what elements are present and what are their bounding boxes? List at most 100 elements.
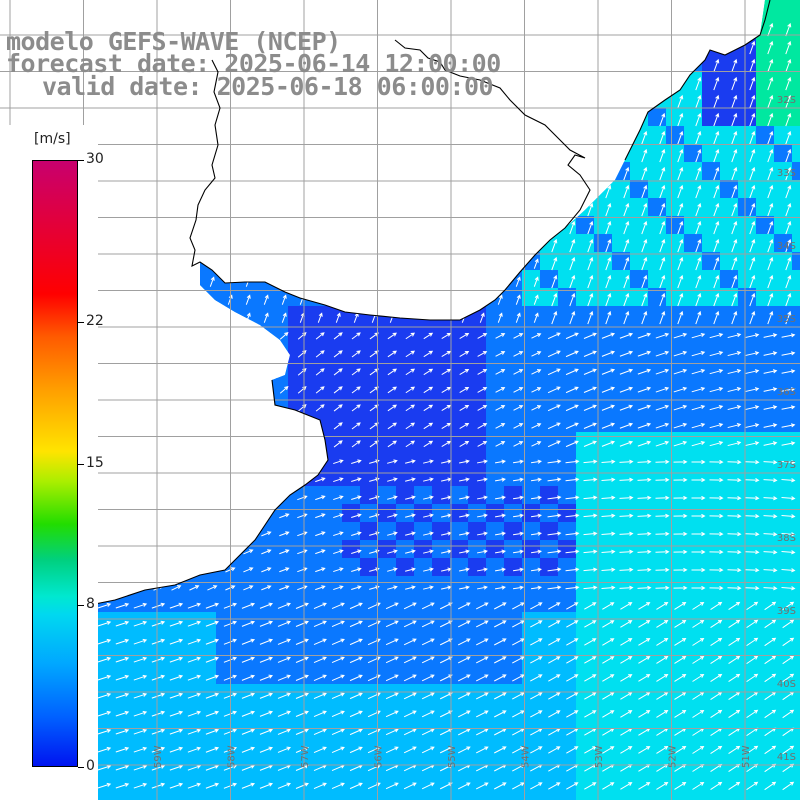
wind-speed-cell [540, 612, 559, 631]
wind-vector-arrow [241, 710, 256, 717]
wind-vector-arrow [494, 495, 506, 500]
wind-speed-cell [414, 234, 433, 253]
wind-speed-cell [216, 234, 235, 253]
wind-vector-arrow [764, 637, 777, 647]
wind-vector-arrow [423, 459, 434, 464]
wind-speed-cell [324, 216, 343, 235]
wind-speed-cell [684, 378, 703, 397]
wind-speed-cell [630, 702, 649, 721]
wind-vector-arrow [745, 514, 760, 519]
colorbar-tick-label: 8 [86, 596, 95, 613]
wind-vector-arrow [569, 310, 576, 325]
wind-speed-cell [126, 558, 145, 577]
wind-vector-arrow [749, 274, 756, 289]
wind-speed-cell [198, 792, 217, 800]
wind-vector-arrow [277, 656, 291, 663]
wind-vector-arrow [727, 585, 742, 591]
wind-speed-cell [486, 576, 505, 595]
wind-speed-cell [108, 0, 127, 19]
wind-speed-cell [702, 702, 721, 721]
wind-vector-arrow [387, 404, 397, 412]
wind-speed-cell [144, 414, 163, 433]
wind-speed-cell [432, 162, 451, 181]
wind-speed-cell [522, 558, 541, 577]
wind-vector-arrow [677, 184, 684, 199]
latitude-label: 34S [777, 241, 796, 252]
wind-speed-cell [216, 0, 235, 19]
wind-speed-cell [522, 540, 541, 559]
wind-speed-cell [396, 180, 415, 199]
wind-speed-cell [396, 594, 415, 613]
wind-speed-cell [198, 594, 217, 613]
wind-speed-cell [306, 666, 325, 685]
valid-date: valid date: 2025-06-18 06:00:00 [42, 72, 494, 101]
wind-speed-cell [630, 450, 649, 469]
wind-speed-cell [720, 216, 739, 235]
wind-speed-cell [378, 630, 397, 649]
wind-speed-cell [504, 630, 523, 649]
wind-speed-cell [702, 720, 721, 739]
wind-vector-arrow [785, 238, 792, 253]
wind-vector-arrow [133, 638, 148, 645]
wind-vector-arrow [605, 274, 612, 289]
wind-vector-arrow [151, 746, 166, 753]
wind-vector-arrow [205, 692, 220, 699]
wind-vector-arrow [351, 368, 361, 376]
wind-speed-cell [342, 684, 361, 703]
wind-speed-cell [558, 720, 577, 739]
wind-speed-cell [522, 594, 541, 613]
wind-speed-cell [216, 180, 235, 199]
wind-vector-arrow [387, 459, 398, 464]
wind-vector-arrow [277, 728, 291, 735]
wind-vector-arrow [475, 782, 489, 790]
wind-speed-cell [270, 558, 289, 577]
wind-speed-cell [756, 126, 775, 145]
wind-vector-arrow [169, 692, 184, 699]
wind-speed-cell [594, 612, 613, 631]
wind-vector-arrow [673, 422, 688, 429]
wind-vector-arrow [277, 602, 291, 609]
wind-speed-cell [774, 702, 793, 721]
wind-speed-cell [324, 252, 343, 271]
wind-vector-arrow [764, 745, 777, 755]
wind-speed-cell [648, 720, 667, 739]
wind-speed-cell [720, 558, 739, 577]
wind-vector-arrow [259, 782, 274, 789]
wind-speed-cell [684, 72, 703, 91]
wind-speed-cell [648, 414, 667, 433]
wind-speed-cell [756, 216, 775, 235]
wind-speed-cell [702, 414, 721, 433]
wind-vector-arrow [548, 710, 561, 718]
wind-vector-arrow [641, 148, 648, 163]
wind-vector-arrow [767, 148, 774, 163]
wind-speed-cell [360, 720, 379, 739]
colorbar-tick-label: 15 [86, 454, 104, 471]
wind-speed-cell [54, 0, 73, 19]
wind-vector-arrow [731, 112, 738, 127]
wind-vector-arrow [710, 745, 723, 754]
wind-speed-cell [414, 774, 433, 793]
wind-speed-cell [180, 162, 199, 181]
wind-speed-cell [486, 648, 505, 667]
wind-speed-cell [504, 450, 523, 469]
wind-speed-cell [486, 504, 505, 523]
wind-vector-arrow [405, 549, 416, 554]
wind-vector-arrow [638, 656, 651, 664]
wind-vector-arrow [749, 112, 756, 127]
wind-vector-arrow [277, 620, 291, 627]
wind-speed-cell [486, 666, 505, 685]
wind-speed-cell [288, 666, 307, 685]
wind-vector-arrow [764, 781, 777, 791]
wind-vector-arrow [767, 184, 774, 199]
wind-speed-cell [576, 432, 595, 451]
wind-speed-cell [630, 234, 649, 253]
wind-vector-arrow [727, 369, 742, 375]
wind-speed-cell [216, 792, 235, 800]
wind-vector-arrow [677, 310, 684, 325]
wind-speed-cell [612, 450, 631, 469]
wind-speed-cell [126, 414, 145, 433]
wind-speed-cell [360, 612, 379, 631]
wind-speed-cell [162, 558, 181, 577]
wind-speed-cell [414, 414, 433, 433]
wind-speed-cell [612, 774, 631, 793]
